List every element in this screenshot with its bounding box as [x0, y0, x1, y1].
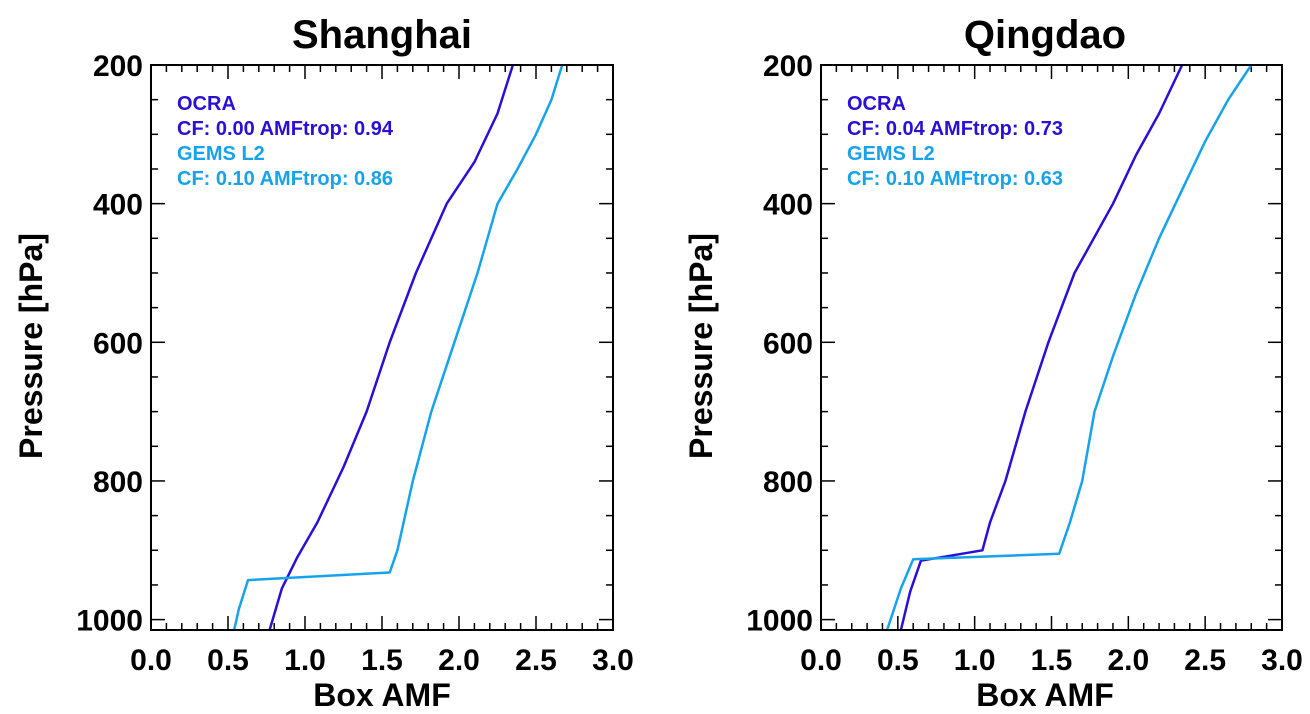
legend-entry-ocra: OCRA — [177, 93, 236, 115]
y-tick-label: 400 — [763, 189, 813, 222]
plot-frame — [150, 64, 614, 631]
series-line-ocra — [268, 64, 515, 631]
legend-entry-ocra-stats: CF: 0.04 AMFtrop: 0.73 — [847, 118, 1063, 140]
legend-entry-gems-l2-stats: CF: 0.10 AMFtrop: 0.86 — [177, 168, 393, 190]
x-tick-label: 0.5 — [877, 644, 919, 677]
x-tick-label: 0.0 — [130, 644, 172, 677]
legend-entry-gems-l2: GEMS L2 — [847, 143, 935, 165]
y-axis-label: Pressure [hPa] — [13, 233, 49, 459]
y-tick-label: 600 — [763, 327, 813, 360]
x-tick-labels: 0.0 0.5 1.0 1.5 2.0 2.5 3.0 — [130, 644, 634, 677]
legend-entry-ocra: OCRA — [847, 93, 906, 115]
y-axis-label: Pressure [hPa] — [683, 233, 719, 459]
axis-ticks — [820, 64, 1283, 630]
panel-shanghai: Shanghai Box AMF Pressure [hPa] 0.0 0.5 … — [13, 13, 634, 713]
plot-area — [885, 64, 1253, 631]
y-tick-label: 200 — [763, 50, 813, 83]
y-tick-labels: 200 400 600 800 1000 — [746, 50, 813, 638]
x-tick-label: 2.5 — [1184, 644, 1226, 677]
y-tick-labels: 200 400 600 800 1000 — [76, 50, 143, 638]
legend-entry-gems-l2-stats: CF: 0.10 AMFtrop: 0.63 — [847, 168, 1063, 190]
series-line-gems-l2 — [885, 64, 1253, 631]
legend-entry-ocra-stats: CF: 0.00 AMFtrop: 0.94 — [177, 118, 394, 140]
y-tick-label: 400 — [93, 189, 143, 222]
y-tick-label: 1000 — [76, 605, 143, 638]
y-tick-label: 1000 — [746, 605, 813, 638]
x-tick-label: 0.5 — [207, 644, 249, 677]
y-tick-label: 600 — [93, 327, 143, 360]
chart-title: Qingdao — [964, 13, 1126, 57]
x-tick-label: 3.0 — [592, 644, 634, 677]
plot-area — [232, 64, 564, 631]
y-tick-label: 800 — [93, 466, 143, 499]
x-tick-labels: 0.0 0.5 1.0 1.5 2.0 2.5 3.0 — [800, 644, 1303, 677]
x-tick-label: 1.5 — [361, 644, 403, 677]
legend: OCRA CF: 0.00 AMFtrop: 0.94 GEMS L2 CF: … — [177, 93, 394, 190]
x-tick-label: 1.0 — [954, 644, 996, 677]
x-tick-label: 2.0 — [438, 644, 480, 677]
x-tick-label: 1.5 — [1031, 644, 1073, 677]
legend-entry-gems-l2: GEMS L2 — [177, 143, 265, 165]
y-tick-label: 200 — [93, 50, 143, 83]
x-tick-label: 3.0 — [1261, 644, 1303, 677]
chart-title: Shanghai — [292, 13, 472, 57]
panel-qingdao: Qingdao Box AMF Pressure [hPa] 0.0 0.5 1… — [683, 13, 1303, 713]
x-tick-label: 0.0 — [800, 644, 842, 677]
x-tick-label: 2.0 — [1107, 644, 1149, 677]
plot-frame — [820, 64, 1283, 631]
series-line-ocra — [899, 64, 1184, 631]
x-tick-label: 2.5 — [515, 644, 557, 677]
x-axis-label: Box AMF — [313, 677, 450, 713]
x-axis-label: Box AMF — [976, 677, 1113, 713]
legend: OCRA CF: 0.04 AMFtrop: 0.73 GEMS L2 CF: … — [847, 93, 1063, 190]
x-tick-label: 1.0 — [284, 644, 326, 677]
series-line-gems-l2 — [232, 64, 564, 631]
y-tick-label: 800 — [763, 466, 813, 499]
